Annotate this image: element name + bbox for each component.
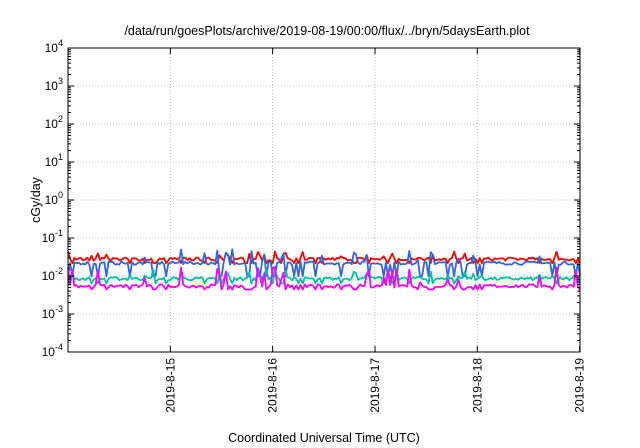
- series-line: [67, 266, 581, 291]
- y-axis: 10-4 10-3 10-2 10-1 100 101 102 103 104: [42, 38, 580, 359]
- x-tick-label: 2019-8-19: [573, 358, 587, 413]
- grid: [68, 48, 581, 352]
- y-tick-label: 10-4: [42, 342, 63, 359]
- y-tick-label: 10-1: [42, 228, 63, 245]
- series-line: [67, 268, 581, 285]
- y-tick-label: 10-3: [42, 304, 63, 321]
- x-tick-label: 2019-8-18: [470, 358, 484, 413]
- y-tick-label: 103: [45, 76, 63, 93]
- x-tick-label: 2019-8-17: [368, 358, 382, 413]
- series-line: [67, 248, 581, 278]
- y-tick-label: 10-2: [42, 266, 63, 283]
- x-tick-label: 2019-8-16: [266, 358, 280, 413]
- y-tick-label: 102: [45, 114, 63, 131]
- series-group: [67, 248, 581, 291]
- chart-title: /data/run/goesPlots/archive/2019-08-19/0…: [124, 24, 530, 38]
- x-tick-label: 2019-8-15: [163, 358, 177, 413]
- series-line: [67, 250, 581, 265]
- y-tick-label: 104: [45, 38, 63, 55]
- y-tick-label: 100: [45, 190, 63, 207]
- x-axis: 2019-8-15 2019-8-16 2019-8-17 2019-8-18 2019…: [163, 48, 587, 413]
- y-axis-label: cGy/day: [29, 176, 43, 223]
- y-tick-label: 101: [45, 152, 63, 169]
- x-axis-label: Coordinated Universal Time (UTC): [228, 431, 420, 445]
